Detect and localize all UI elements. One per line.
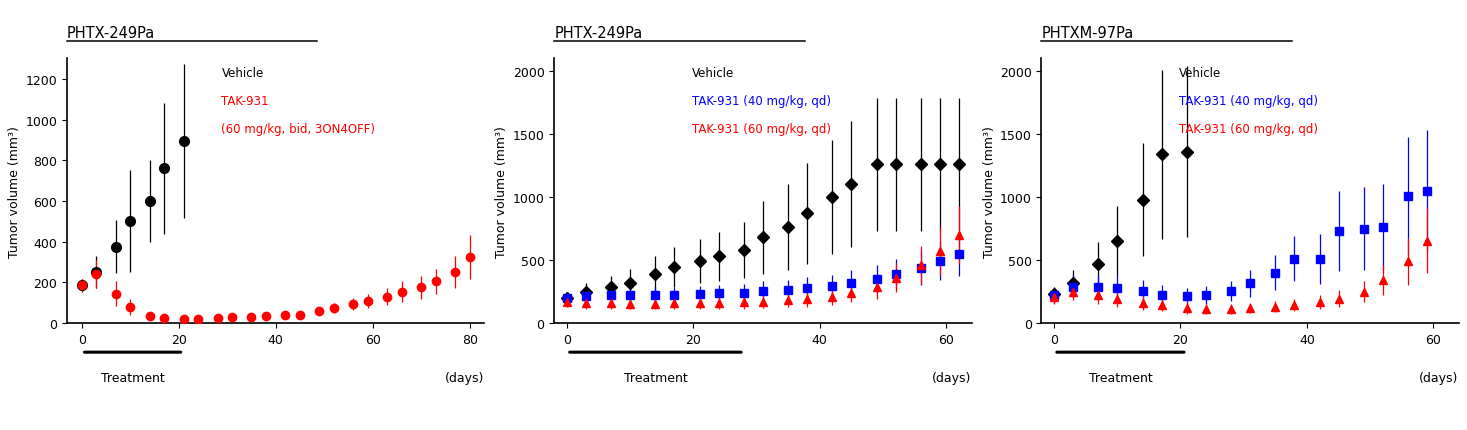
Text: (days): (days) xyxy=(1419,371,1458,384)
Text: PHTX-249Pa: PHTX-249Pa xyxy=(555,26,643,41)
Text: (days): (days) xyxy=(445,371,484,384)
Text: Vehicle: Vehicle xyxy=(222,67,264,80)
Text: PHTXM-97Pa: PHTXM-97Pa xyxy=(1042,26,1134,41)
Text: TAK-931 (40 mg/kg, qd): TAK-931 (40 mg/kg, qd) xyxy=(1179,95,1317,108)
Y-axis label: Tumor volume (mm³): Tumor volume (mm³) xyxy=(496,126,509,257)
Text: PHTX-249Pa: PHTX-249Pa xyxy=(67,26,156,41)
Text: TAK-931 (60 mg/kg, qd): TAK-931 (60 mg/kg, qd) xyxy=(692,123,830,136)
Text: Vehicle: Vehicle xyxy=(692,67,734,80)
Text: TAK-931 (40 mg/kg, qd): TAK-931 (40 mg/kg, qd) xyxy=(692,95,830,108)
Text: TAK-931: TAK-931 xyxy=(222,95,268,108)
Text: Vehicle: Vehicle xyxy=(1179,67,1222,80)
Y-axis label: Tumor volume (mm³): Tumor volume (mm³) xyxy=(983,126,996,257)
Text: (days): (days) xyxy=(932,371,971,384)
Y-axis label: Tumor volume (mm³): Tumor volume (mm³) xyxy=(9,126,22,257)
Text: TAK-931 (60 mg/kg, qd): TAK-931 (60 mg/kg, qd) xyxy=(1179,123,1317,136)
Text: Treatment: Treatment xyxy=(623,371,687,384)
Text: Treatment: Treatment xyxy=(101,371,164,384)
Text: Treatment: Treatment xyxy=(1089,371,1152,384)
Text: (60 mg/kg, bid, 3ON4OFF): (60 mg/kg, bid, 3ON4OFF) xyxy=(222,123,376,136)
